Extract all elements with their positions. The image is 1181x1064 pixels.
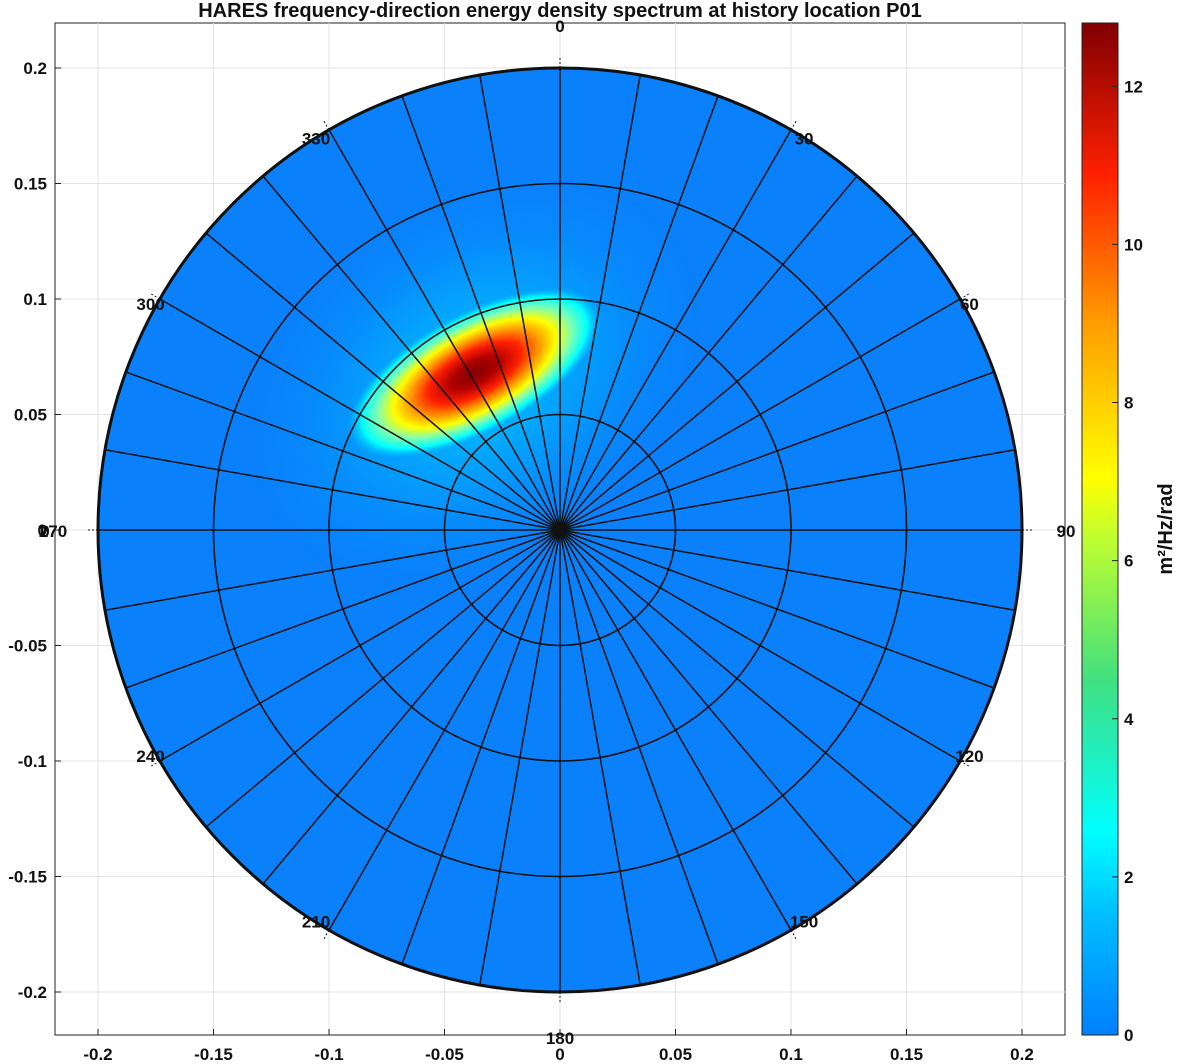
polar-spoke (559, 449, 1016, 531)
polar-spoke-extension (322, 119, 330, 131)
x-tick-label: -0.1 (314, 1045, 343, 1064)
polar-spoke (125, 371, 561, 531)
polar-spoke-extension (790, 929, 798, 941)
y-tick-label: -0.15 (8, 868, 47, 887)
direction-label-330: 330 (302, 130, 330, 149)
polar-spoke (559, 529, 995, 689)
x-tick-label: 0.2 (1010, 1045, 1034, 1064)
direction-label-240: 240 (136, 747, 164, 766)
polar-spoke-extension (959, 292, 971, 300)
direction-label-60: 60 (960, 295, 979, 314)
direction-label-90: 90 (1057, 522, 1076, 541)
polar-outer-ring (96, 66, 1024, 994)
polar-spoke (479, 529, 561, 986)
direction-label-0-overlap: 0 (40, 522, 49, 541)
colorbar-tick-label: 4 (1124, 710, 1134, 729)
polar-spoke (328, 529, 561, 931)
colorbar-label: m²/Hz/rad (1155, 483, 1177, 574)
x-tick-label: -0.15 (194, 1045, 233, 1064)
polar-spoke (262, 175, 561, 531)
polar-spoke (559, 529, 641, 986)
polar-spoke (205, 529, 561, 828)
polar-spoke-extension (959, 760, 971, 768)
colorbar: 0 2 4 6 8 10 12 m²/Hz/rad (1081, 22, 1177, 1045)
direction-label-0: 0 (555, 17, 564, 36)
polar-center (555, 525, 565, 535)
colorbar-ticks: 0 2 4 6 8 10 12 (1112, 77, 1143, 1045)
polar-spokes (86, 56, 1034, 1004)
direction-label-180: 180 (546, 1029, 574, 1048)
y-axis-ticks: 0.2 0.15 0.1 0.05 0 -0.05 -0.1 -0.15 -0.2 (8, 59, 61, 1002)
spectrum-peak-layer (343, 284, 606, 462)
colorbar-tick-label: 10 (1124, 235, 1143, 254)
polar-spoke (559, 371, 995, 531)
y-tick-label: -0.1 (18, 752, 47, 771)
polar-spoke (205, 232, 561, 531)
x-tick-label: -0.2 (83, 1045, 112, 1064)
direction-label-120: 120 (955, 747, 983, 766)
direction-label-300: 300 (136, 295, 164, 314)
polar-spoke (125, 529, 561, 689)
polar-disc: 0 30 60 90 120 150 180 210 240 270 300 330 0 (39, 17, 1076, 1048)
colorbar-tick-label: 6 (1124, 552, 1133, 571)
colorbar-scale (1081, 22, 1119, 1036)
spectrum-peak (343, 284, 606, 462)
polar-spoke-extension (790, 119, 798, 131)
polar-spoke (262, 529, 561, 885)
x-tick-label: 0 (555, 1045, 564, 1064)
polar-spoke (559, 175, 858, 531)
polar-spoke (159, 298, 561, 531)
y-tick-label: -0.2 (18, 983, 47, 1002)
polar-spoke (104, 529, 561, 611)
polar-spoke (104, 449, 561, 531)
polar-spoke-extension (322, 929, 330, 941)
x-axis-ticks: -0.2 -0.15 -0.1 -0.05 0 0.05 0.1 0.15 0.2 (83, 1029, 1034, 1064)
polar-spoke (401, 529, 561, 965)
polar-spoke (559, 529, 719, 965)
direction-label-150: 150 (790, 912, 818, 931)
polar-spoke (328, 129, 561, 531)
colorbar-tick-label: 0 (1124, 1026, 1133, 1045)
colorbar-tick-label: 12 (1124, 77, 1143, 96)
polar-spoke (401, 95, 561, 531)
y-tick-label: 0.1 (23, 290, 47, 309)
y-tick-label: 0 (38, 521, 47, 540)
colorbar-tick-label: 2 (1124, 868, 1133, 887)
polar-spoke (559, 529, 915, 828)
chart-title: HARES frequency-direction energy density… (198, 0, 922, 22)
polar-spoke-extension (149, 760, 161, 768)
polar-spoke (559, 74, 641, 531)
polar-spoke (559, 529, 792, 931)
direction-label-270: 270 (39, 522, 67, 541)
polar-spoke (559, 529, 961, 762)
direction-labels: 0 30 60 90 120 150 180 210 240 270 300 330 0 (39, 17, 1076, 1048)
polar-spoke (559, 95, 719, 531)
direction-label-210: 210 (302, 912, 330, 931)
polar-spoke (159, 529, 561, 762)
x-tick-label: 0.15 (890, 1045, 923, 1064)
polar-spoke (559, 529, 1016, 611)
y-tick-label: 0.15 (14, 175, 47, 194)
polar-spoke (479, 74, 561, 531)
y-tick-label: 0.2 (23, 59, 47, 78)
polar-spoke-extension (149, 292, 161, 300)
polar-spoke (559, 298, 961, 531)
polar-spoke (559, 232, 915, 531)
x-tick-label: 0.05 (659, 1045, 692, 1064)
direction-label-30: 30 (795, 130, 814, 149)
y-tick-label: 0.05 (14, 406, 47, 425)
polar-spoke (559, 529, 858, 885)
colorbar-tick-label: 8 (1124, 394, 1133, 413)
x-tick-label: 0.1 (779, 1045, 803, 1064)
y-tick-label: -0.05 (8, 637, 47, 656)
x-tick-label: -0.05 (425, 1045, 464, 1064)
polar-spoke (559, 129, 792, 531)
